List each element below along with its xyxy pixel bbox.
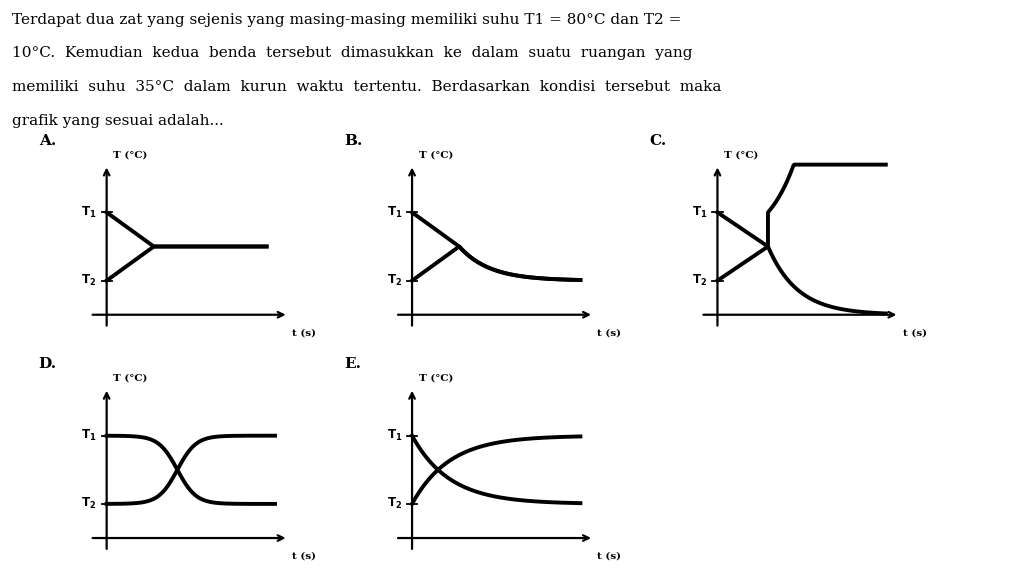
Text: Terdapat dua zat yang sejenis yang masing-masing memiliki suhu T1 = 80°C dan T2 : Terdapat dua zat yang sejenis yang masin…: [12, 13, 682, 27]
Text: T (°C): T (°C): [724, 150, 758, 159]
Text: 10°C.  Kemudian  kedua  benda  tersebut  dimasukkan  ke  dalam  suatu  ruangan  : 10°C. Kemudian kedua benda tersebut dima…: [12, 46, 692, 60]
Text: $\mathbf{T_1}$: $\mathbf{T_1}$: [387, 205, 402, 220]
Text: t (s): t (s): [598, 328, 621, 338]
Text: $\mathbf{T_1}$: $\mathbf{T_1}$: [81, 205, 97, 220]
Text: T (°C): T (°C): [113, 374, 148, 382]
Text: $\mathbf{T_2}$: $\mathbf{T_2}$: [81, 496, 97, 512]
Text: t (s): t (s): [903, 328, 926, 338]
Text: B.: B.: [344, 134, 362, 148]
Text: E.: E.: [344, 357, 361, 371]
Text: D.: D.: [39, 357, 57, 371]
Text: T (°C): T (°C): [418, 374, 453, 382]
Text: t (s): t (s): [598, 552, 621, 561]
Text: $\mathbf{T_2}$: $\mathbf{T_2}$: [387, 496, 402, 512]
Text: $\mathbf{T_2}$: $\mathbf{T_2}$: [692, 273, 708, 288]
Text: $\mathbf{T_1}$: $\mathbf{T_1}$: [387, 428, 402, 443]
Text: $\mathbf{T_2}$: $\mathbf{T_2}$: [81, 273, 97, 288]
Text: $\mathbf{T_1}$: $\mathbf{T_1}$: [692, 205, 708, 220]
Text: T (°C): T (°C): [418, 150, 453, 159]
Text: T (°C): T (°C): [113, 150, 148, 159]
Text: t (s): t (s): [292, 328, 316, 338]
Text: memiliki  suhu  35°C  dalam  kurun  waktu  tertentu.  Berdasarkan  kondisi  ters: memiliki suhu 35°C dalam kurun waktu ter…: [12, 80, 722, 94]
Text: A.: A.: [39, 134, 56, 148]
Text: grafik yang sesuai adalah...: grafik yang sesuai adalah...: [12, 114, 224, 128]
Text: $\mathbf{T_1}$: $\mathbf{T_1}$: [81, 428, 97, 443]
Text: $\mathbf{T_2}$: $\mathbf{T_2}$: [387, 273, 402, 288]
Text: C.: C.: [649, 134, 667, 148]
Text: t (s): t (s): [292, 552, 316, 561]
